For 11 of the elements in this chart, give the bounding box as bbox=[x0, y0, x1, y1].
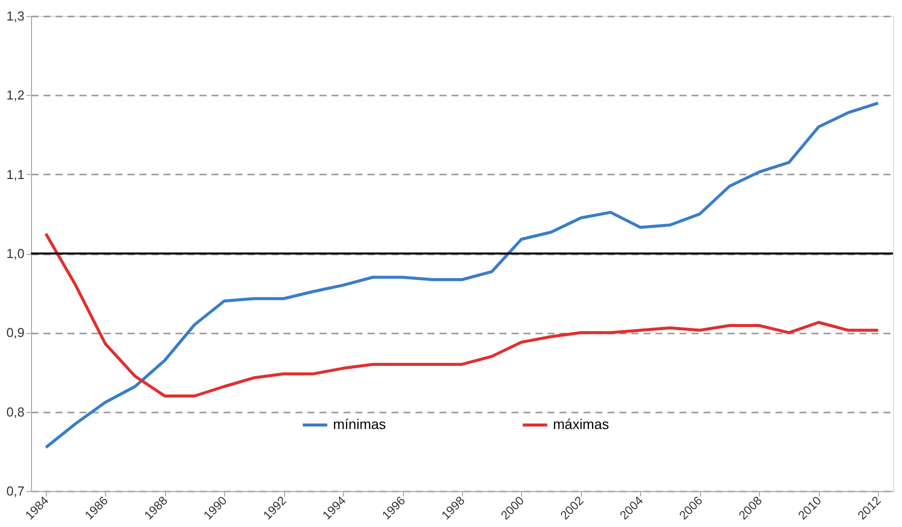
legend-label: máximas bbox=[553, 416, 610, 432]
y-tick-label: 0,9 bbox=[6, 325, 24, 340]
legend-label: mínimas bbox=[333, 416, 386, 432]
y-tick-label: 1,3 bbox=[6, 8, 24, 24]
y-tick-label: 1,1 bbox=[6, 166, 24, 182]
y-tick-label: 1,2 bbox=[6, 88, 24, 103]
y-tick-label: 1,0 bbox=[6, 246, 24, 261]
y-tick-label: 0,8 bbox=[6, 404, 24, 420]
line-series bbox=[44, 102, 880, 449]
y-tick-label: 0,7 bbox=[6, 484, 24, 498]
line-series bbox=[44, 232, 880, 398]
